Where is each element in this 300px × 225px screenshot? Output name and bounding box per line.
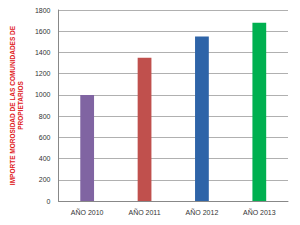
svg-text:600: 600 [39,134,51,141]
svg-text:1400: 1400 [35,49,51,56]
svg-text:AÑO 2011: AÑO 2011 [128,208,160,216]
svg-text:1200: 1200 [35,70,51,77]
svg-text:200: 200 [39,176,51,183]
svg-text:1800: 1800 [35,7,51,14]
svg-text:1000: 1000 [35,91,51,98]
svg-text:IMPORTE MOROSIDAD DE LAS COMUN: IMPORTE MOROSIDAD DE LAS COMUNIDADES DE [9,25,16,185]
svg-text:PROPIETARIOS: PROPIETARIOS [17,81,24,130]
svg-text:1600: 1600 [35,28,51,35]
svg-text:AÑO 2010: AÑO 2010 [71,208,104,216]
svg-text:800: 800 [39,113,51,120]
svg-text:AÑO 2013: AÑO 2013 [243,208,276,216]
svg-text:AÑO 2012: AÑO 2012 [186,208,219,216]
svg-text:400: 400 [39,155,51,162]
svg-text:0: 0 [47,198,51,205]
